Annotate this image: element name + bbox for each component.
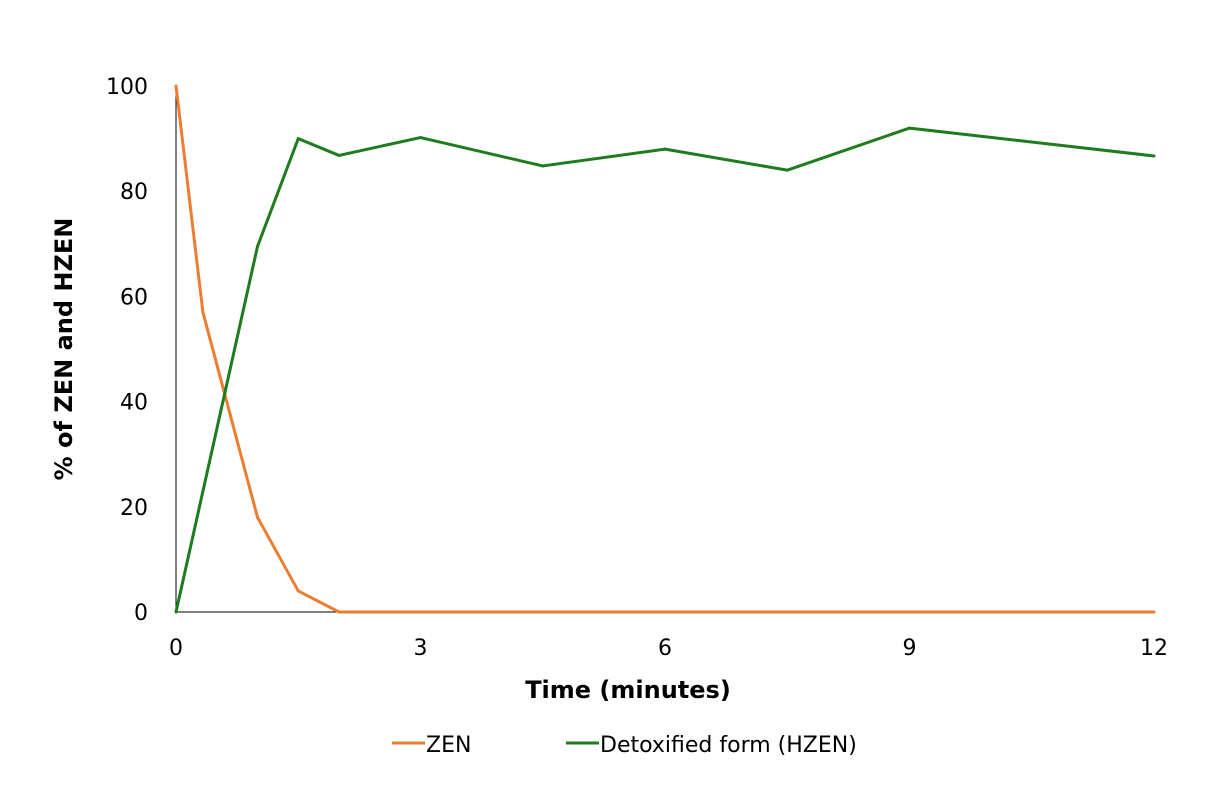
x-tick-label: 0: [169, 636, 183, 661]
data-point: [419, 136, 422, 140]
data-point: [541, 610, 545, 614]
data-point: [419, 610, 422, 614]
legend-label-zen: ZEN: [426, 733, 471, 758]
data-point: [256, 244, 259, 248]
data-point: [337, 610, 341, 614]
data-point: [337, 153, 341, 157]
y-tick-label: 80: [120, 180, 148, 205]
data-point: [908, 610, 911, 614]
series-1: [174, 126, 1156, 614]
data-point: [174, 84, 178, 88]
legend: ZEN Detoxified form (HZEN): [392, 733, 857, 758]
data-point: [541, 164, 545, 168]
x-tick-label: 12: [1140, 636, 1168, 661]
data-point: [1152, 154, 1156, 158]
x-axis-title: Time (minutes): [525, 676, 731, 704]
data-point: [201, 310, 205, 314]
legend-label-hzen: Detoxified form (HZEN): [600, 733, 857, 758]
data-point: [174, 610, 178, 614]
data-point: [296, 589, 300, 593]
y-tick-label: 0: [134, 601, 148, 626]
y-axis-title: % of ZEN and HZEN: [50, 218, 78, 481]
y-axis-ticks: 0 20 40 60 80 100: [106, 75, 148, 626]
series-line-0: [174, 85, 1154, 614]
series-line-1: [174, 126, 1155, 613]
y-tick-label: 100: [106, 75, 148, 100]
data-point: [296, 137, 300, 141]
y-tick-label: 40: [120, 391, 148, 416]
data-point: [785, 168, 789, 172]
x-axis-ticks: 0 3 6 9 12: [169, 636, 1168, 661]
series-0: [174, 84, 1156, 614]
data-point: [256, 515, 259, 519]
data-point: [663, 610, 667, 614]
data-point: [908, 126, 911, 130]
y-tick-label: 60: [120, 285, 148, 310]
data-point: [1152, 610, 1156, 614]
data-point: [785, 610, 789, 614]
axes: [175, 86, 1154, 613]
y-tick-label: 20: [120, 496, 148, 521]
series-lines: [174, 84, 1156, 614]
x-tick-label: 6: [658, 636, 672, 661]
x-tick-label: 3: [414, 636, 428, 661]
x-tick-label: 9: [903, 636, 917, 661]
data-point: [663, 147, 667, 151]
